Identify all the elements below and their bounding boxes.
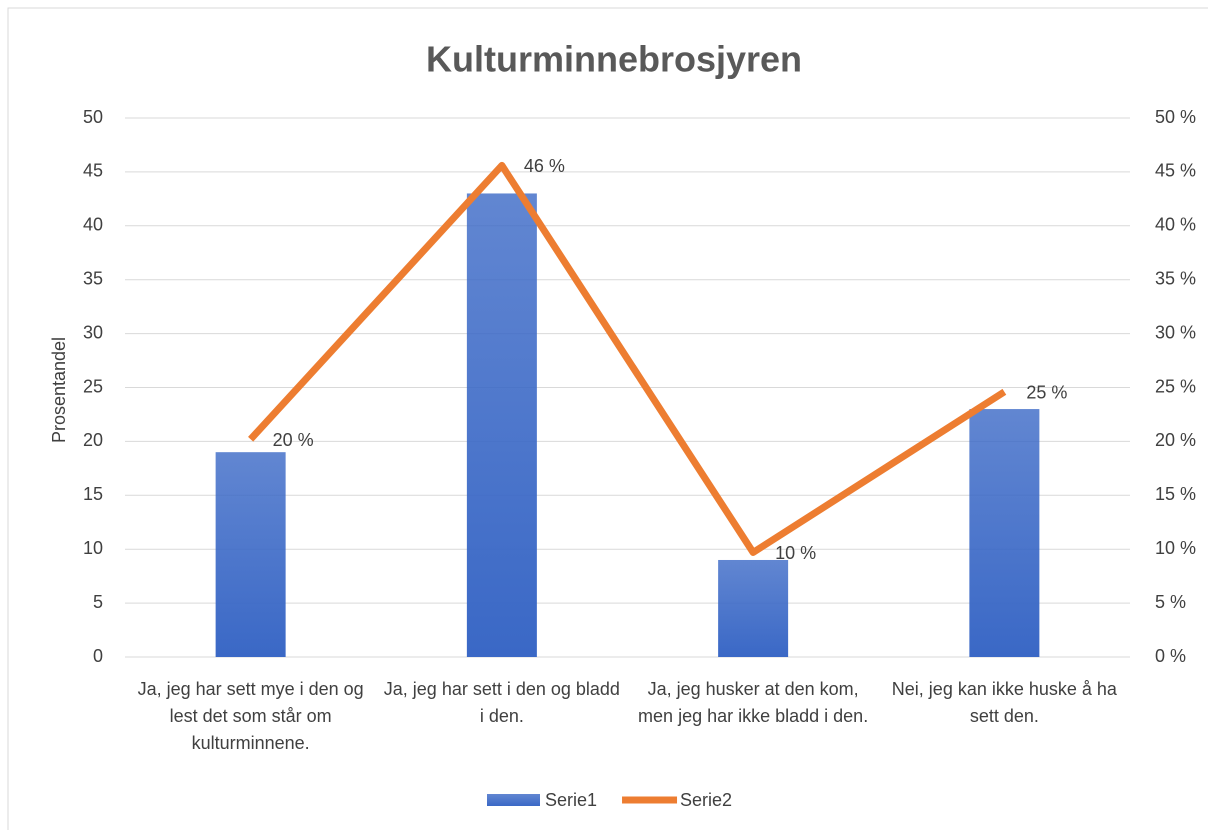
data-label: 20 % [273,430,314,450]
y2-tick-label: 20 % [1155,430,1196,450]
y2-tick-label: 15 % [1155,484,1196,504]
y2-tick-label: 30 % [1155,322,1196,342]
y-axis-label: Prosentandel [49,337,69,443]
data-label: 10 % [775,543,816,563]
legend-label: Serie1 [545,790,597,810]
y2-tick-label: 10 % [1155,538,1196,558]
x-tick-label: Ja, jeg har sett i den og bladd i den. [383,679,620,726]
y2-tick-label: 25 % [1155,376,1196,396]
x-tick-label: Ja, jeg husker at den kom, men jeg har i… [638,679,869,726]
y2-tick-label: 40 % [1155,215,1196,235]
data-label: 25 % [1026,383,1067,403]
x-tick-label: Ja, jeg har sett mye i den og lest det s… [137,679,364,753]
y2-tick-label: 5 % [1155,592,1186,612]
y-tick-label: 5 [93,592,103,612]
y-tick-label: 40 [83,215,103,235]
y-tick-label: 30 [83,322,103,342]
legend-swatch [487,794,540,806]
y-tick-label: 0 [93,646,103,666]
y-tick-label: 15 [83,484,103,504]
line [248,161,1007,556]
y-tick-label: 25 [83,376,103,396]
y-tick-label: 20 [83,430,103,450]
y-tick-label: 50 [83,107,103,127]
y2-tick-label: 45 % [1155,161,1196,181]
y2-tick-label: 35 % [1155,268,1196,288]
bar [466,193,537,657]
y2-tick-label: 0 % [1155,646,1186,666]
data-label: 46 % [524,156,565,176]
y-tick-label: 45 [83,161,103,181]
x-tick-label: Nei, jeg kan ikke huske å ha sett den. [891,679,1117,726]
y-tick-label: 35 [83,268,103,288]
chart-title: Kulturminnebrosjyren [426,39,802,80]
bar [215,452,286,657]
y-tick-label: 10 [83,538,103,558]
legend-label: Serie2 [680,790,732,810]
bar [718,559,789,657]
bar [969,409,1040,657]
y2-tick-label: 50 % [1155,107,1196,127]
